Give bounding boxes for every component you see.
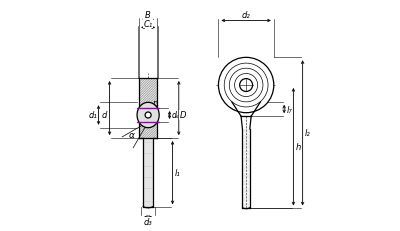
Text: d: d bbox=[102, 111, 107, 120]
Text: h: h bbox=[295, 143, 301, 152]
Circle shape bbox=[218, 58, 274, 113]
Text: l₂: l₂ bbox=[305, 129, 310, 138]
Bar bbox=[143, 138, 153, 207]
Text: D: D bbox=[180, 111, 186, 120]
Circle shape bbox=[240, 79, 252, 92]
Text: C₁: C₁ bbox=[144, 20, 153, 29]
Text: d₂: d₂ bbox=[242, 11, 250, 20]
Text: dₖ: dₖ bbox=[171, 111, 179, 120]
Text: $\alpha$: $\alpha$ bbox=[128, 131, 136, 140]
Text: l₇: l₇ bbox=[286, 105, 292, 114]
Bar bbox=[139, 79, 157, 138]
Ellipse shape bbox=[137, 103, 159, 128]
Text: l₁: l₁ bbox=[175, 168, 180, 177]
Text: d₁: d₁ bbox=[89, 111, 98, 120]
Text: r₁: r₁ bbox=[153, 98, 160, 107]
Text: d₃: d₃ bbox=[144, 217, 152, 226]
Ellipse shape bbox=[145, 112, 151, 119]
Text: B: B bbox=[145, 11, 151, 20]
